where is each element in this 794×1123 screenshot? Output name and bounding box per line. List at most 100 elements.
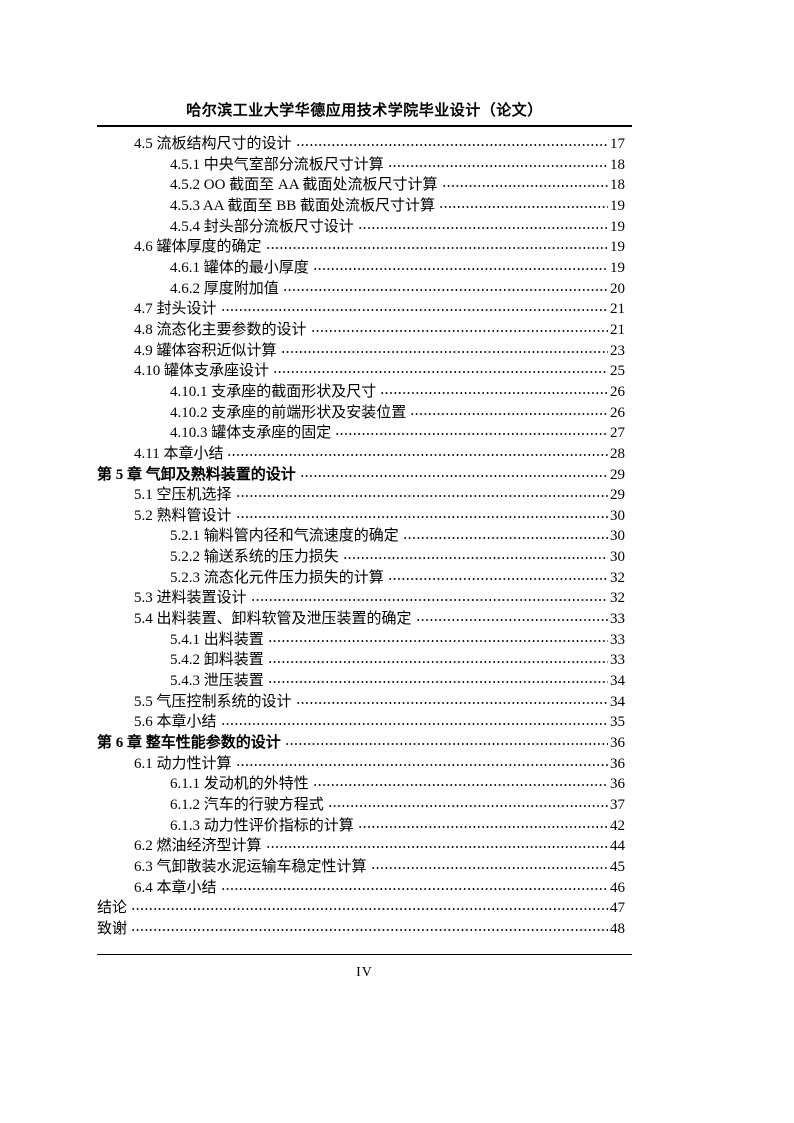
toc-entry-label: 5.3 进料装置设计 [134, 590, 247, 607]
toc-entry-label: 5.6 本章小结 [134, 714, 217, 731]
toc-entry[interactable]: 4.8 流态化主要参数的设计 21 [97, 319, 625, 341]
toc-entry-page: 45 [610, 858, 625, 875]
toc-entry[interactable]: 4.10.1 支承座的截面形状及尺寸 26 [97, 381, 625, 403]
footer-page-number: IV [356, 965, 373, 980]
toc-entry-label: 4.5.2 OO 截面至 AA 截面处流板尺寸计算 [170, 177, 438, 194]
toc-entry[interactable]: 5.2 熟料管设计 30 [97, 505, 625, 527]
toc-entry-label: 第 5 章 气卸及熟料装置的设计 [97, 466, 296, 483]
toc-entry[interactable]: 5.4.3 泄压装置 34 [97, 671, 625, 692]
toc-entry[interactable]: 4.6 罐体厚度的确定 19 [97, 237, 625, 258]
toc-entry[interactable]: 4.11 本章小结 28 [97, 443, 625, 465]
toc-entry-page: 35 [610, 714, 625, 731]
toc-entry[interactable]: 5.3 进料装置设计 32 [97, 588, 625, 610]
dot-leader [235, 505, 608, 527]
dot-leader [380, 381, 608, 403]
toc-entry[interactable]: 4.9 罐体容积近似计算 23 [97, 340, 625, 362]
toc-entry[interactable]: 5.4.2 卸料装置 33 [97, 650, 625, 672]
toc-entry-page: 34 [610, 673, 625, 690]
toc-entry[interactable]: 4.5.4 封头部分流板尺寸设计 19 [97, 216, 625, 238]
toc-entry[interactable]: 5.4.1 出料装置 33 [97, 629, 625, 651]
toc-list: 4.5 流板结构尺寸的设计 17 4.5.1 中央气室部分流板尺寸计算 18 4… [97, 134, 625, 940]
dot-leader [250, 588, 608, 610]
toc-entry-label: 致谢 [97, 920, 128, 937]
toc-entry[interactable]: 5.2.1 输料管内径和气流速度的确定 30 [97, 526, 625, 548]
page-header-title: 哈尔滨工业大学华德应用技术学院毕业设计（论文） [186, 103, 543, 119]
dot-leader [439, 195, 608, 217]
toc-entry-label: 4.10.3 罐体支承座的固定 [170, 425, 332, 442]
toc-entry[interactable]: 第 5 章 气卸及熟料装置的设计 29 [97, 464, 625, 486]
toc-entry[interactable]: 6.1 动力性计算 36 [97, 753, 625, 775]
toc-entry-label: 4.10.1 支承座的截面形状及尺寸 [170, 383, 377, 400]
toc-entry-label: 4.5.3 AA 截面至 BB 截面处流板尺寸计算 [170, 197, 436, 214]
toc-entry-label: 5.2.2 输送系统的压力损失 [170, 549, 339, 566]
dot-leader [227, 443, 608, 465]
toc-entry-page: 33 [610, 652, 625, 669]
toc-entry-page: 32 [610, 569, 625, 586]
dot-leader [220, 712, 608, 734]
toc-entry-page: 27 [610, 425, 625, 442]
toc-entry-label: 4.6.1 罐体的最小厚度 [170, 259, 309, 276]
toc-entry[interactable]: 结论 47 [97, 898, 625, 919]
toc-entry-page: 36 [610, 735, 625, 752]
toc-entry[interactable]: 6.1.3 动力性评价指标的计算 42 [97, 815, 625, 837]
toc-entry-page: 28 [610, 445, 625, 462]
toc-entry-page: 32 [610, 590, 625, 607]
toc-entry-label: 4.10.2 支承座的前端形状及安装位置 [170, 404, 407, 421]
toc-entry[interactable]: 4.6.1 罐体的最小厚度 19 [97, 257, 625, 279]
dot-leader [299, 464, 608, 486]
toc-entry-label: 6.1.3 动力性评价指标的计算 [170, 817, 354, 834]
dot-leader [220, 877, 608, 899]
dot-leader [387, 567, 608, 589]
toc-entry-label: 5.2.3 流态化元件压力损失的计算 [170, 569, 384, 586]
toc-entry[interactable]: 致谢 48 [97, 918, 625, 940]
toc-entry[interactable]: 6.2 燃油经济型计算 44 [97, 836, 625, 857]
footer-rule [97, 954, 632, 955]
toc-entry[interactable]: 5.2.2 输送系统的压力损失 30 [97, 547, 625, 568]
toc-entry[interactable]: 5.5 气压控制系统的设计 34 [97, 691, 625, 713]
toc-entry-page: 30 [610, 507, 625, 524]
toc-entry-label: 6.1 动力性计算 [134, 755, 232, 772]
toc-entry[interactable]: 5.4 出料装置、卸料软管及泄压装置的确定 33 [97, 609, 625, 630]
toc-entry-page: 23 [610, 342, 625, 359]
dot-leader [357, 216, 608, 238]
toc-entry-label: 6.2 燃油经济型计算 [134, 838, 262, 855]
toc-entry[interactable]: 4.7 封头设计 21 [97, 299, 625, 320]
dot-leader [273, 361, 608, 382]
toc-entry[interactable]: 5.6 本章小结 35 [97, 712, 625, 734]
toc-entry[interactable]: 4.10.3 罐体支承座的固定 27 [97, 423, 625, 444]
dot-leader [267, 650, 608, 672]
toc-entry[interactable]: 4.10 罐体支承座设计 25 [97, 361, 625, 382]
toc-entry[interactable]: 6.4 本章小结 46 [97, 877, 625, 899]
toc-entry-page: 29 [610, 466, 625, 483]
toc-entry[interactable]: 6.1.2 汽车的行驶方程式 37 [97, 795, 625, 816]
toc-entry[interactable]: 4.5.3 AA 截面至 BB 截面处流板尺寸计算 19 [97, 195, 625, 217]
toc-entry-page: 48 [610, 920, 625, 937]
dot-leader [410, 402, 608, 424]
dot-leader [235, 753, 608, 775]
toc-entry-page: 21 [610, 321, 625, 338]
dot-leader [415, 609, 608, 630]
toc-entry-page: 36 [610, 776, 625, 793]
toc-entry-page: 30 [610, 528, 625, 545]
toc-entry[interactable]: 5.2.3 流态化元件压力损失的计算 32 [97, 567, 625, 589]
dot-leader [295, 691, 608, 713]
dot-leader [295, 134, 608, 155]
toc-entry[interactable]: 4.5 流板结构尺寸的设计 17 [97, 134, 625, 155]
dot-leader [312, 774, 608, 795]
toc-entry-label: 结论 [97, 900, 128, 917]
toc-entry[interactable]: 4.5.1 中央气室部分流板尺寸计算 18 [97, 154, 625, 176]
toc-entry-page: 47 [610, 900, 625, 917]
toc-entry-page: 20 [610, 280, 625, 297]
toc-entry-page: 36 [610, 755, 625, 772]
toc-entry[interactable]: 4.6.2 厚度附加值 20 [97, 278, 625, 300]
toc-entry[interactable]: 4.10.2 支承座的前端形状及安装位置 26 [97, 402, 625, 424]
toc-entry[interactable]: 6.3 气卸散装水泥运输车稳定性计算 45 [97, 856, 625, 878]
toc-entry-page: 26 [610, 383, 625, 400]
toc-entry-label: 5.2 熟料管设计 [134, 507, 232, 524]
toc-entry[interactable]: 6.1.1 发动机的外特性 36 [97, 774, 625, 795]
dot-leader [284, 733, 608, 754]
toc-entry[interactable]: 4.5.2 OO 截面至 AA 截面处流板尺寸计算 18 [97, 175, 625, 196]
toc-entry-page: 46 [610, 879, 625, 896]
toc-entry[interactable]: 第 6 章 整车性能参数的设计 36 [97, 733, 625, 754]
toc-entry[interactable]: 5.1 空压机选择 29 [97, 485, 625, 506]
